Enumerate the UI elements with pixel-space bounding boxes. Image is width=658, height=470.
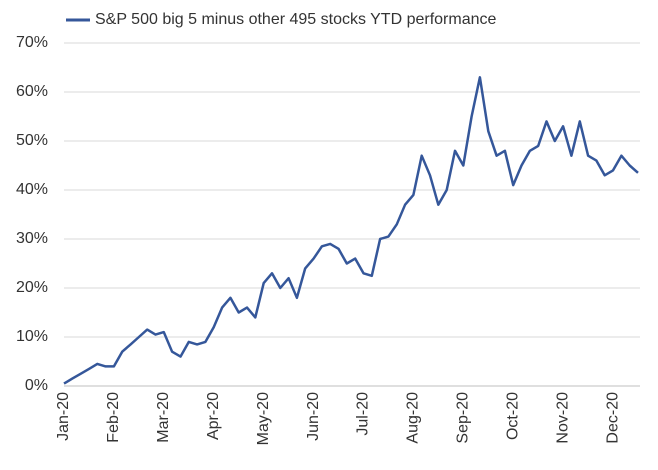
x-tick-label: Oct-20 xyxy=(504,392,521,440)
y-tick-label: 10% xyxy=(16,328,48,345)
x-tick-label: Jul-20 xyxy=(355,392,372,436)
x-tick-label: Feb-20 xyxy=(105,392,122,443)
y-tick-label: 20% xyxy=(16,279,48,296)
x-tick-label: Dec-20 xyxy=(604,392,621,444)
x-tick-label: May-20 xyxy=(255,392,272,445)
y-tick-label: 70% xyxy=(16,34,48,51)
line xyxy=(63,76,639,385)
legend-label: S&P 500 big 5 minus other 495 stocks YTD… xyxy=(95,11,497,28)
y-tick-label: 50% xyxy=(16,132,48,149)
x-tick-label: Jan-20 xyxy=(55,392,72,441)
x-tick-label: Jun-20 xyxy=(305,392,322,441)
y-tick-label: 0% xyxy=(25,377,48,394)
x-tick-label: Nov-20 xyxy=(554,392,571,444)
x-tick-label: Aug-20 xyxy=(405,392,422,444)
x-tick-label: Sep-20 xyxy=(455,392,472,444)
y-tick-label: 30% xyxy=(16,230,48,247)
x-tick-label: Apr-20 xyxy=(205,392,222,440)
y-tick-label: 40% xyxy=(16,181,48,198)
x-tick-label: Mar-20 xyxy=(155,392,172,443)
y-tick-label: 60% xyxy=(16,83,48,100)
